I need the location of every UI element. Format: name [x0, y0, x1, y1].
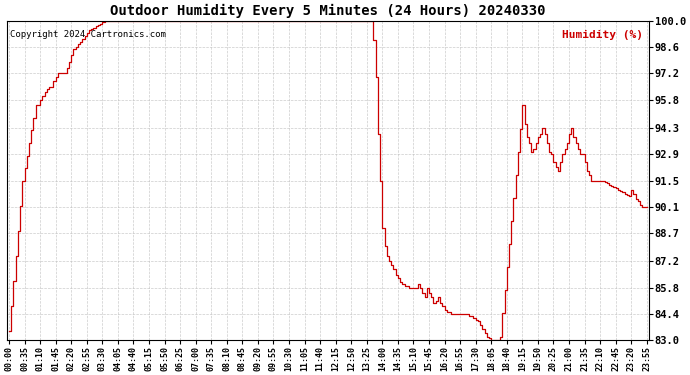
- Text: Humidity (%): Humidity (%): [562, 30, 642, 40]
- Text: Copyright 2024 Cartronics.com: Copyright 2024 Cartronics.com: [10, 30, 166, 39]
- Title: Outdoor Humidity Every 5 Minutes (24 Hours) 20240330: Outdoor Humidity Every 5 Minutes (24 Hou…: [110, 4, 546, 18]
